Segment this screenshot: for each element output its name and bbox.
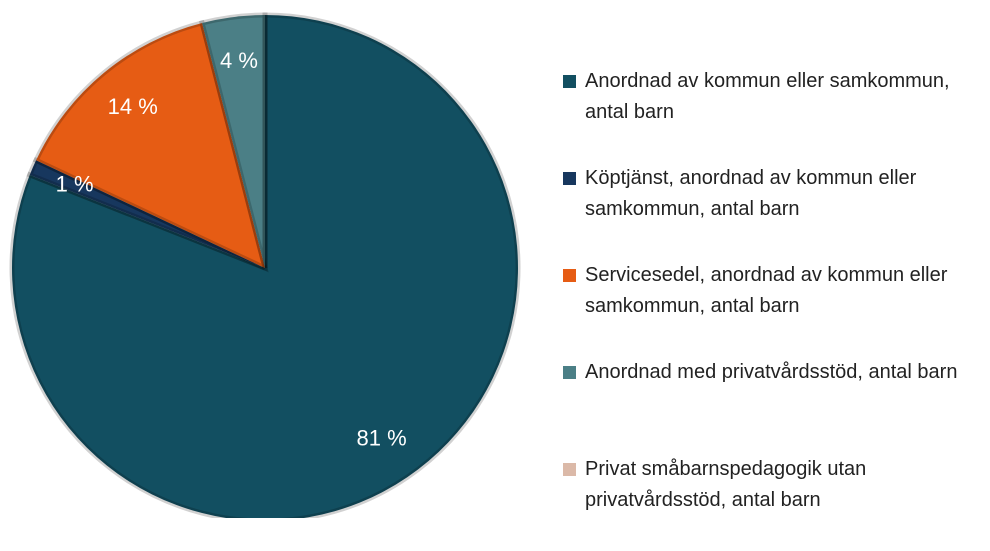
legend-label: Anordnad av kommun eller samkommun, anta… <box>585 70 950 123</box>
legend-entry: Servicesedel, anordnad av kommun eller s… <box>563 260 983 357</box>
legend-swatch <box>563 366 576 379</box>
legend-entry: Köptjänst, anordnad av kommun eller samk… <box>563 163 983 260</box>
data-label: 14 % <box>108 94 158 119</box>
legend-entry: Anordnad av kommun eller samkommun, anta… <box>563 66 983 163</box>
legend-entry: Privat småbarnspedagogik utan privatvård… <box>563 454 983 551</box>
legend-swatch <box>563 269 576 282</box>
legend-swatch <box>563 172 576 185</box>
legend-label: Privat småbarnspedagogik utan privatvård… <box>585 458 867 511</box>
legend-label: Servicesedel, anordnad av kommun eller s… <box>585 264 948 317</box>
pie-slice <box>32 19 269 273</box>
legend-entry: Anordnad med privatvårdsstöd, antal barn <box>563 357 983 454</box>
legend-label: Köptjänst, anordnad av kommun eller samk… <box>585 167 917 220</box>
legend-swatch <box>563 463 576 476</box>
pie-chart: 81 % 1 % 14 % 4 % <box>9 12 521 518</box>
pie-slice <box>26 156 267 271</box>
pie-slice <box>199 12 268 269</box>
data-label: 4 % <box>220 48 258 73</box>
data-label: 81 % <box>357 425 407 450</box>
data-label: 1 % <box>56 171 94 196</box>
legend: Anordnad av kommun eller samkommun, anta… <box>563 66 983 551</box>
legend-label: Anordnad med privatvårdsstöd, antal barn <box>585 361 958 383</box>
page: {"chart_data": {"type": "pie", "categori… <box>9 12 958 518</box>
legend-swatch <box>563 75 576 88</box>
pie-slice <box>9 12 521 518</box>
